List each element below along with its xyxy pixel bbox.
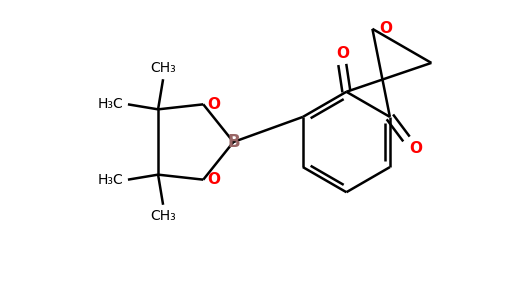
Text: O: O (379, 21, 392, 36)
Text: O: O (207, 97, 220, 112)
Text: H₃C: H₃C (97, 173, 123, 187)
Text: O: O (336, 46, 349, 61)
Text: O: O (207, 172, 220, 187)
Text: B: B (227, 133, 240, 151)
Text: CH₃: CH₃ (150, 61, 176, 75)
Text: O: O (409, 141, 422, 156)
Text: H₃C: H₃C (97, 97, 123, 111)
Text: CH₃: CH₃ (150, 209, 176, 223)
